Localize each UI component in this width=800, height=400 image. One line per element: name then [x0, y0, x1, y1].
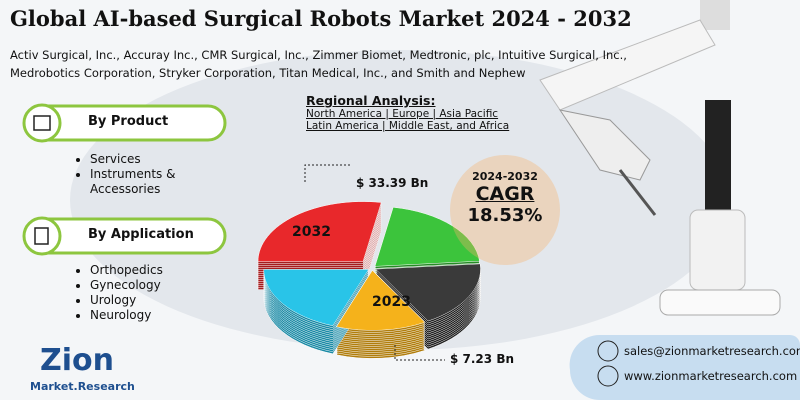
value-2023: $ 7.23 Bn: [450, 352, 515, 366]
pie-slice-top: [374, 207, 480, 267]
application-icon: [22, 216, 62, 256]
segment-item: Orthopedics: [90, 263, 220, 278]
regional-title: Regional Analysis:: [306, 93, 436, 108]
website: www.zionmarketresearch.com: [624, 369, 798, 383]
segment-item: Neurology: [90, 308, 220, 323]
companies-line: Medrobotics Corporation, Stryker Corpora…: [10, 66, 526, 80]
cagr-label: CAGR: [475, 183, 535, 205]
segment-item: Services: [90, 152, 210, 167]
world-map-bg: [70, 50, 730, 350]
segment-list: Services Instruments & Accessories: [72, 152, 210, 197]
pie-slice-top: [263, 269, 370, 327]
segment-item: Urology: [90, 293, 220, 308]
cagr-period: 2024-2032: [472, 170, 538, 183]
mail-icon: [597, 340, 619, 362]
pie-slice-top: [257, 201, 382, 262]
cagr-glow: [450, 155, 560, 265]
email: sales@zionmarketresearch.com: [624, 344, 800, 358]
leader-2032: [304, 164, 350, 182]
cagr: 2024-2032 CAGR 18.53%: [455, 170, 555, 226]
segment-item: Instruments & Accessories: [90, 167, 210, 197]
companies-line: Activ Surgical, Inc., Accuray Inc., CMR …: [10, 48, 627, 62]
regional-line: Latin America | Middle East, and Africa: [306, 120, 510, 132]
regional-line: North America | Europe | Asia Pacific: [306, 108, 499, 120]
cagr-value: 18.53%: [467, 205, 543, 226]
pie-3d: [257, 201, 481, 359]
label-2032: 2032: [292, 224, 331, 240]
logo-name: Zion: [40, 343, 114, 378]
contact-box: [569, 334, 800, 400]
product-icon: [22, 103, 62, 143]
regional-analysis: Regional Analysis: North America | Europ…: [306, 93, 509, 132]
web-icon: [597, 365, 619, 387]
box-icon: [33, 115, 51, 131]
robot: [539, 0, 781, 316]
doc-icon: [34, 227, 49, 245]
leader-2023: [394, 345, 445, 361]
label-2023: 2023: [372, 294, 411, 310]
title: Global AI-based Surgical Robots Market 2…: [10, 6, 632, 31]
segment-item: Gynecology: [90, 278, 220, 293]
segment-list: Orthopedics Gynecology Urology Neurology: [72, 263, 220, 323]
logo-sub: Market.Research: [30, 380, 135, 393]
segment-title: By Product: [88, 114, 169, 129]
value-2032: $ 33.39 Bn: [356, 176, 429, 190]
pie-slice-top: [374, 263, 481, 322]
pie-slice-top: [336, 269, 426, 331]
segment-title: By Application: [88, 227, 194, 242]
